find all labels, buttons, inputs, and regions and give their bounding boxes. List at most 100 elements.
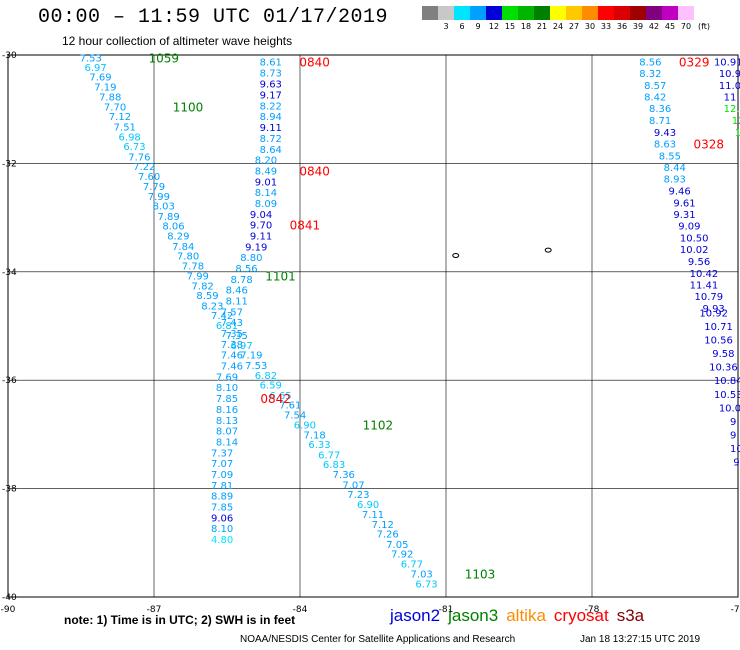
wave-height-value: 7.22 xyxy=(133,162,155,173)
wave-height-value: 7.18 xyxy=(303,430,325,441)
wave-height-value: 7.07 xyxy=(211,459,233,470)
wave-height-value: 7.76 xyxy=(128,152,150,163)
wave-height-value: 8.49 xyxy=(255,166,277,177)
credit-line: NOAA/NESDIS Center for Satellite Applica… xyxy=(240,634,516,645)
wave-height-value: 9.46 xyxy=(668,187,690,198)
wave-height-value: 7.92 xyxy=(391,550,413,561)
color-scale-label: 12 xyxy=(488,22,500,31)
color-scale-label: 39 xyxy=(632,22,644,31)
wave-height-value: 7.69 xyxy=(89,73,111,84)
wave-height-value: 6.82 xyxy=(255,371,277,382)
longitude-tick-label: -81 xyxy=(439,605,454,615)
wave-height-value: 9.19 xyxy=(245,242,267,253)
wave-height-value: 12.59 xyxy=(724,104,740,115)
wave-height-value: 8.73 xyxy=(260,68,282,79)
wave-height-value: 7.80 xyxy=(177,252,199,263)
wave-height-value: 7.61 xyxy=(279,401,301,412)
wave-height-value: 8.16 xyxy=(216,405,238,416)
wave-height-value: 12. xyxy=(735,128,740,139)
wave-height-value: 6.73 xyxy=(415,579,437,590)
wave-height-value: 7.03 xyxy=(411,570,433,581)
color-scale-label: 42 xyxy=(648,22,660,31)
color-scale-swatch xyxy=(502,6,518,20)
wave-height-value: 7.89 xyxy=(157,212,179,223)
wave-height-value: 9.04 xyxy=(250,210,272,221)
wave-height-value: 7.53 xyxy=(245,361,267,372)
wave-height-value: 9. xyxy=(733,458,740,469)
wave-height-value: 7.35 xyxy=(221,329,243,340)
pass-time-label: 1059 xyxy=(148,52,179,66)
wave-height-value: 7.12 xyxy=(109,112,131,123)
wave-height-value: 10.91 xyxy=(714,58,740,69)
wave-height-value: 7.37 xyxy=(211,448,233,459)
wave-height-value: 8.44 xyxy=(664,163,686,174)
color-scale-swatch xyxy=(438,6,454,20)
color-scale-swatch xyxy=(454,6,470,20)
legend-item-jason3: jason3 xyxy=(448,606,499,625)
legend-item-altika: altika xyxy=(506,606,546,625)
wave-height-value: 6.77 xyxy=(318,450,340,461)
wave-height-value: 7.85 xyxy=(216,394,238,405)
color-scale-swatch xyxy=(598,6,614,20)
pass-time-label: 1100 xyxy=(173,100,204,114)
wave-height-value: 8.63 xyxy=(654,139,676,150)
wave-height-value: 8.14 xyxy=(216,437,238,448)
wave-height-value: 7.07 xyxy=(342,480,364,491)
wave-height-value: 7.69 xyxy=(216,372,238,383)
longitude-tick-label: -78 xyxy=(585,605,600,615)
color-scale-label: 9 xyxy=(475,22,481,31)
wave-height-value: 8.61 xyxy=(260,58,282,69)
color-scale-swatch xyxy=(614,6,630,20)
color-scale-label: 33 xyxy=(600,22,612,31)
wave-height-value: 8.29 xyxy=(167,231,189,242)
wave-height-value: 10.84 xyxy=(714,376,740,387)
color-scale-swatch xyxy=(678,6,694,20)
longitude-tick-label: -87 xyxy=(147,605,162,615)
wave-height-value: 9.11 xyxy=(260,123,282,134)
wave-height-value: 8.03 xyxy=(153,202,175,213)
wave-height-value: 9.63 xyxy=(260,80,282,91)
page-subtitle: 12 hour collection of altimeter wave hei… xyxy=(62,34,293,48)
pass-time-label: 1101 xyxy=(265,270,296,284)
wave-height-value: 7.54 xyxy=(284,410,306,421)
wave-height-value: 7.46 xyxy=(221,351,243,362)
wave-height-value: 8.78 xyxy=(230,275,252,286)
wave-height-value: 11.97 xyxy=(724,93,740,104)
wave-height-value: 9.61 xyxy=(673,198,695,209)
pass-time-label: 1102 xyxy=(363,419,394,433)
color-scale-label: 30 xyxy=(584,22,596,31)
latitude-tick-label: -36 xyxy=(2,376,17,386)
wave-height-value: 7.11 xyxy=(362,510,384,521)
color-scale-swatch xyxy=(566,6,582,20)
color-scale-label: 15 xyxy=(504,22,516,31)
color-scale-swatch xyxy=(646,6,662,20)
wave-height-value: 10.02 xyxy=(680,245,709,256)
color-scale-label: 24 xyxy=(552,22,564,31)
wave-height-value: 10.53 xyxy=(714,390,740,401)
wave-height-value: 7.60 xyxy=(138,172,160,183)
wave-height-value: 9.70 xyxy=(250,221,272,232)
wave-height-value: 10.09 xyxy=(719,403,740,414)
wave-height-value: 6.97 xyxy=(84,63,106,74)
color-scale-swatch xyxy=(662,6,678,20)
wave-height-value: 8.46 xyxy=(226,286,248,297)
wave-height-value: 7.38 xyxy=(221,340,243,351)
wave-height-value: 7.99 xyxy=(187,272,209,283)
wave-height-value: 7.85 xyxy=(211,502,233,513)
wave-height-value: 10.79 xyxy=(694,292,723,303)
satellite-legend: jason2 jason3 altika cryosat s3a xyxy=(390,606,652,626)
pass-time-label: 0328 xyxy=(694,137,725,151)
color-scale-swatch xyxy=(470,6,486,20)
color-scale-swatch xyxy=(518,6,534,20)
pass-time-label: 1103 xyxy=(465,568,496,582)
wave-height-value: 6.59 xyxy=(260,381,282,392)
wave-height-value: 9.01 xyxy=(255,177,277,188)
wave-height-value: 9.31 xyxy=(673,210,695,221)
wave-height-value: 7.36 xyxy=(333,470,355,481)
wave-height-value: 7.23 xyxy=(347,490,369,501)
wave-height-value: 7.81 xyxy=(211,481,233,492)
wave-height-value: 9.5 xyxy=(730,430,740,441)
wave-height-value: 7.79 xyxy=(143,182,165,193)
wave-height-value: 4.80 xyxy=(211,535,233,546)
